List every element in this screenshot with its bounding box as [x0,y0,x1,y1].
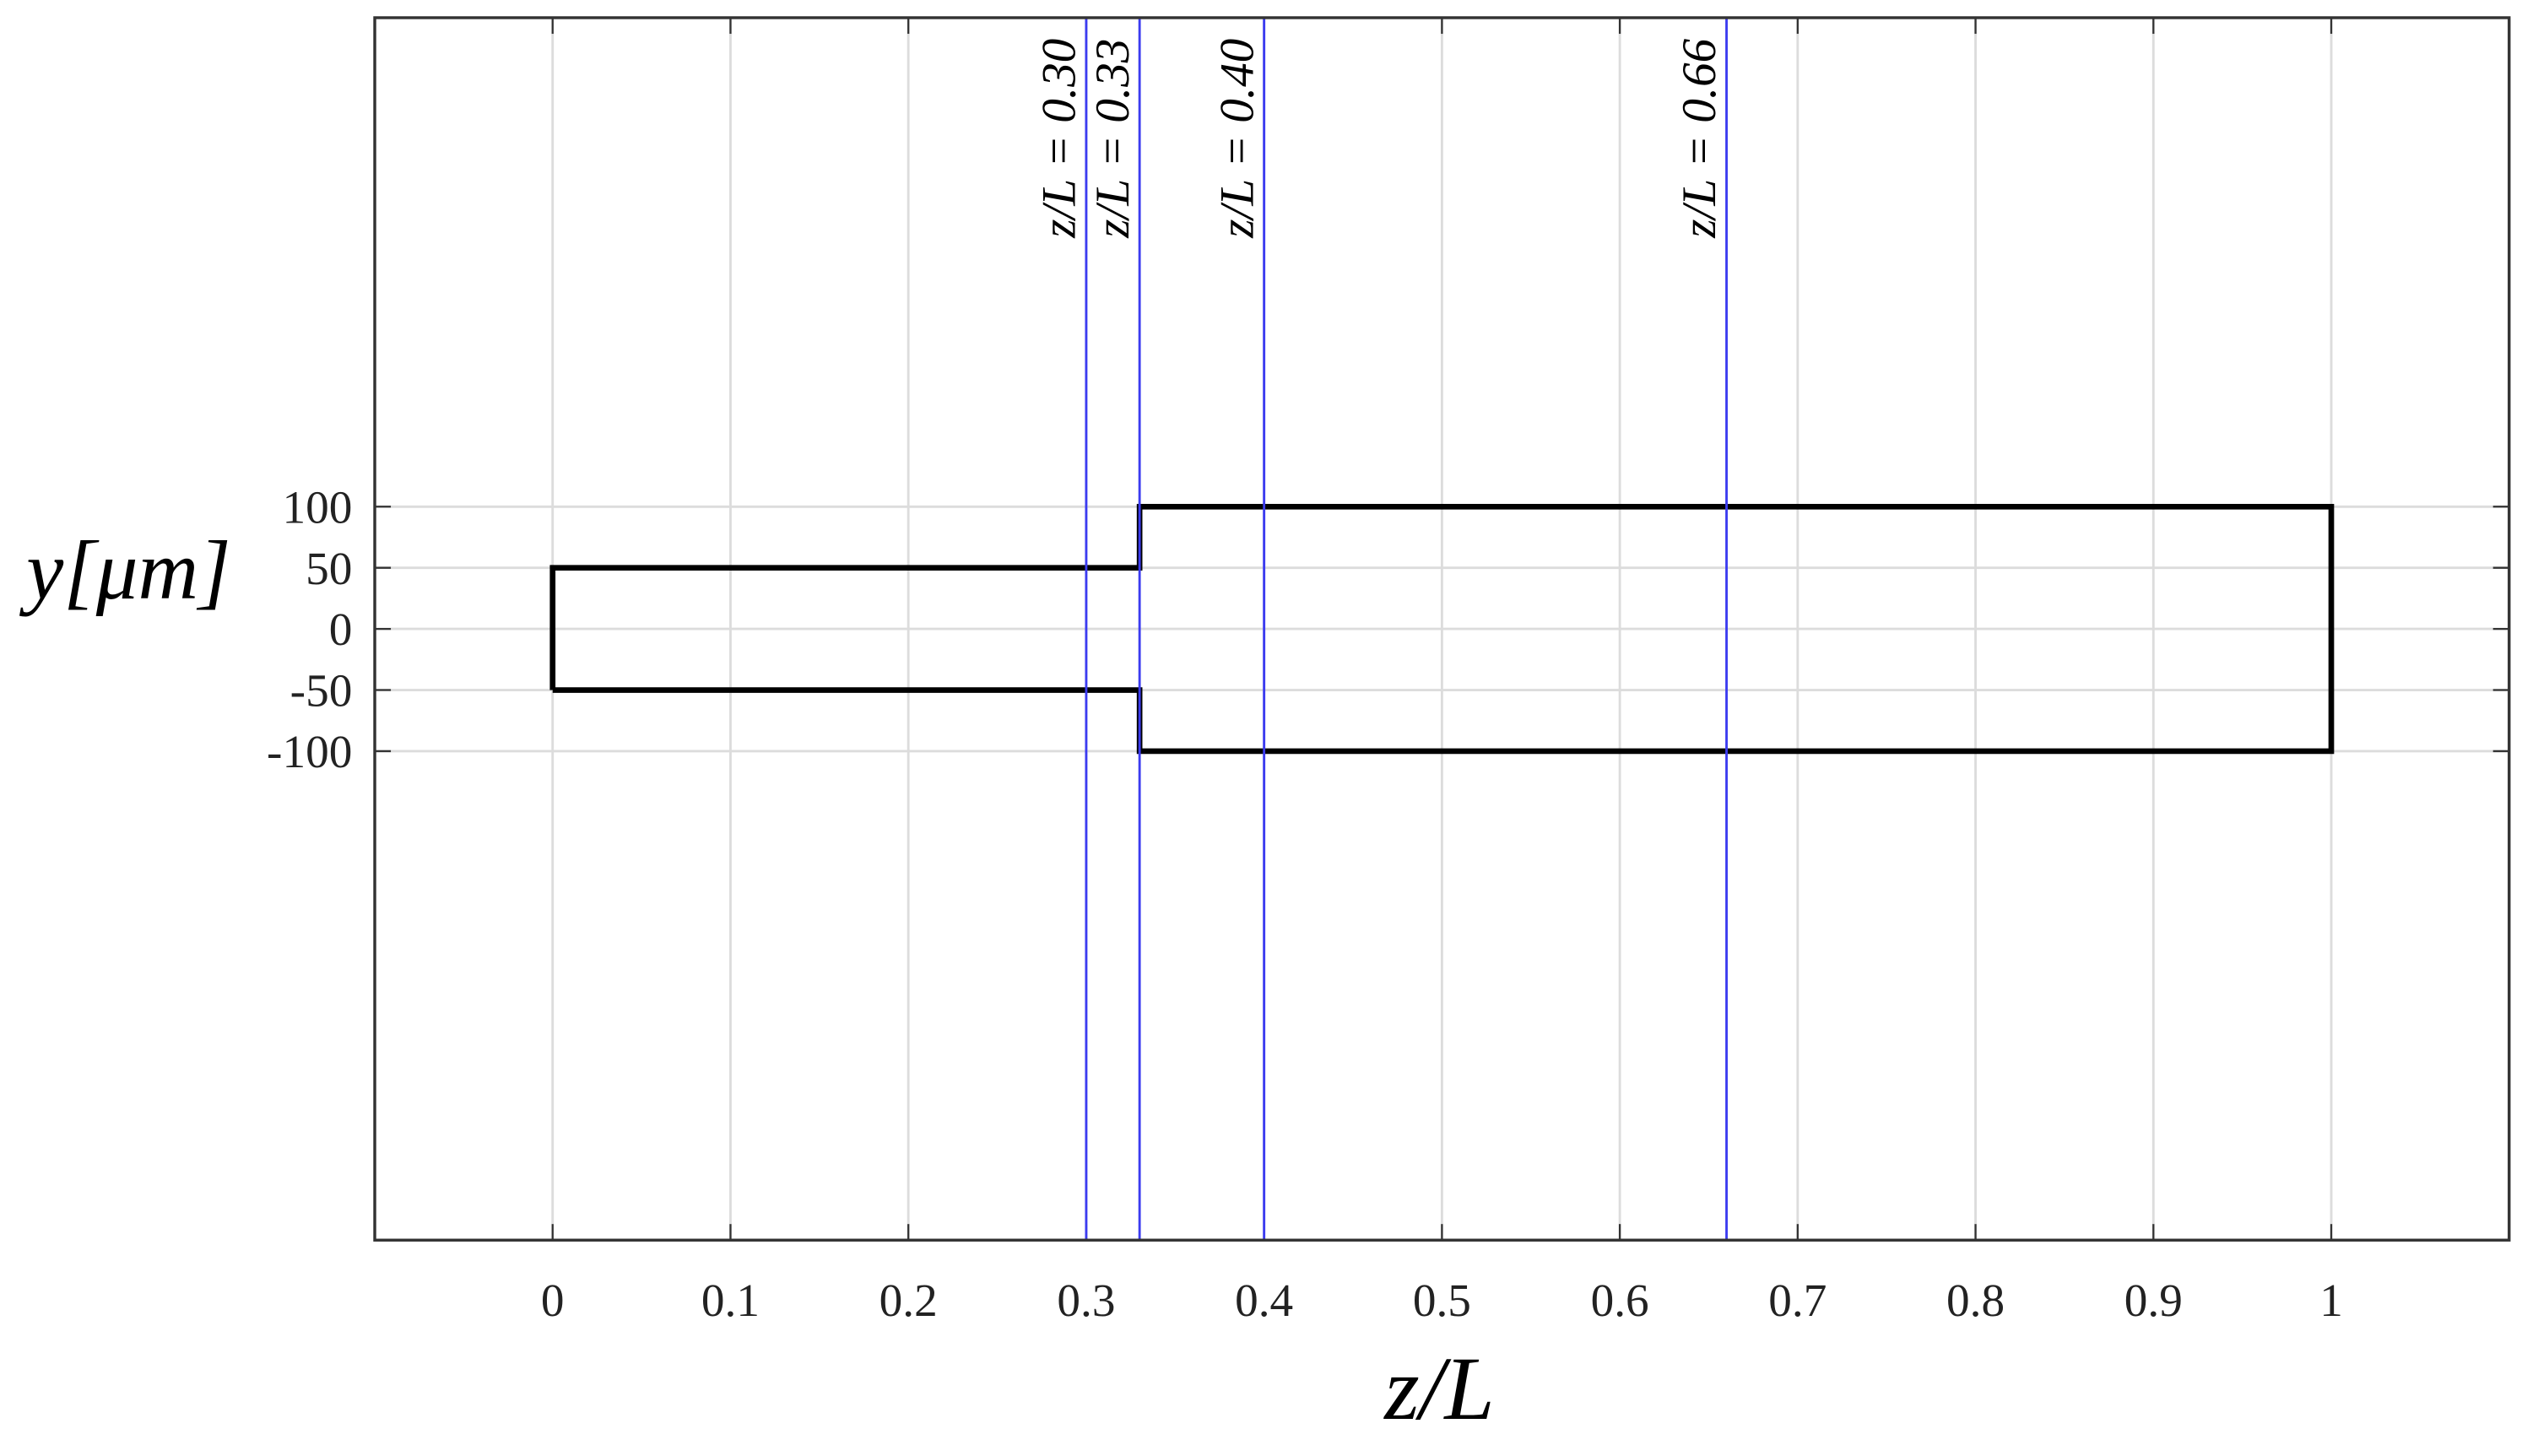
y-tick-label: -100 [267,726,352,777]
annotation-label: z/L = 0.66 [1673,38,1726,238]
x-tick-label: 0.1 [701,1275,760,1326]
x-tick-label: 0 [541,1275,565,1326]
x-tick-label: 1 [2319,1275,2343,1326]
annotation-label: z/L = 0.30 [1033,39,1086,239]
x-tick-label: 0.3 [1057,1275,1115,1326]
x-tick-label: 0.6 [1591,1275,1649,1326]
y-tick-label: 0 [329,604,353,655]
x-tick-label: 0.8 [1946,1275,2005,1326]
annotation-label: z/L = 0.33 [1086,39,1139,239]
plot-frame [373,16,2511,1242]
y-tick-label: -50 [290,665,353,717]
x-axis-label: z/L [1383,1340,1495,1439]
x-tick-label: 0.4 [1235,1275,1293,1326]
y-tick-label: 100 [282,481,352,533]
x-tick-label: 0.2 [879,1275,938,1326]
y-axis-label: y[μm] [19,525,230,617]
x-tick-label: 0.7 [1768,1275,1827,1326]
x-tick-label: 0.5 [1413,1275,1471,1326]
x-tick-label: 0.9 [2124,1275,2183,1326]
annotation-label: z/L = 0.40 [1210,39,1264,239]
y-tick-label: 50 [306,543,352,594]
